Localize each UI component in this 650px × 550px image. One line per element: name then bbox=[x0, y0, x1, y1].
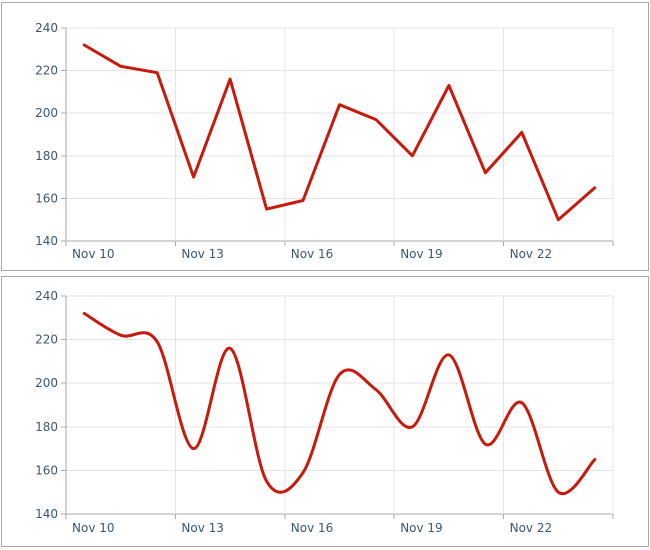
y-axis-label: 220 bbox=[35, 64, 58, 78]
line-chart: 140 160 180 200 220 240 Nov 10 Nov 13 Nov 16 Nov … bbox=[35, 21, 614, 261]
x-axis-label: Nov 13 bbox=[181, 247, 224, 261]
x-axis-label: Nov 22 bbox=[510, 521, 553, 535]
x-axis-label: Nov 10 bbox=[72, 521, 115, 535]
y-axis-label: 200 bbox=[35, 106, 58, 120]
y-axis-label: 160 bbox=[35, 191, 58, 205]
x-axis-label: Nov 22 bbox=[510, 247, 553, 261]
y-axis-label: 240 bbox=[35, 21, 58, 35]
y-axis-label: 160 bbox=[35, 463, 58, 477]
x-axis-label: Nov 19 bbox=[400, 247, 443, 261]
line-chart-panel: 140 160 180 200 220 240 Nov 10 Nov 13 Nov 16 Nov … bbox=[1, 2, 649, 271]
series-spline[interactable] bbox=[82, 311, 597, 496]
x-axis-label: Nov 13 bbox=[181, 521, 224, 535]
x-axis-label: Nov 10 bbox=[72, 247, 115, 261]
x-axis-label: Nov 19 bbox=[400, 521, 443, 535]
series-line[interactable] bbox=[82, 43, 597, 222]
x-axis-label: Nov 16 bbox=[291, 521, 334, 535]
y-axis-label: 220 bbox=[35, 333, 58, 347]
y-axis-label: 180 bbox=[35, 149, 58, 163]
y-axis-label: 240 bbox=[35, 289, 58, 303]
spline-chart-panel: 140 160 180 200 220 240 Nov 10 Nov 13 Nov 16 Nov … bbox=[1, 276, 649, 547]
x-axis-label: Nov 16 bbox=[291, 247, 334, 261]
spline-chart: 140 160 180 200 220 240 Nov 10 Nov 13 Nov 16 Nov … bbox=[35, 289, 614, 535]
y-axis-label: 200 bbox=[35, 376, 58, 390]
y-axis-label: 140 bbox=[35, 507, 58, 521]
y-axis-label: 180 bbox=[35, 420, 58, 434]
y-axis-label: 140 bbox=[35, 234, 58, 248]
